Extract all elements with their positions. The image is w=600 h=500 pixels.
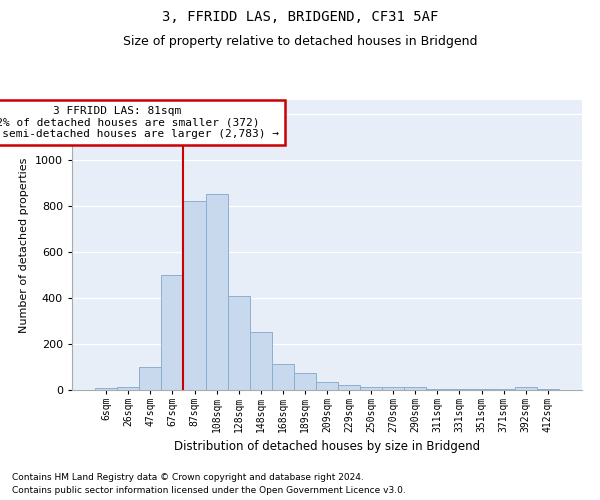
Text: 3 FFRIDD LAS: 81sqm
← 12% of detached houses are smaller (372)
87% of semi-detac: 3 FFRIDD LAS: 81sqm ← 12% of detached ho… [0,106,279,139]
Bar [470,389,493,390]
Bar [250,332,272,390]
Text: Distribution of detached houses by size in Bridgend: Distribution of detached houses by size … [174,440,480,453]
Bar [360,386,382,390]
Bar [493,389,515,390]
Text: Size of property relative to detached houses in Bridgend: Size of property relative to detached ho… [123,35,477,48]
Bar [537,389,559,390]
Bar [272,364,294,390]
Bar [161,275,184,390]
Bar [404,387,427,390]
Bar [316,382,338,390]
Text: Contains public sector information licensed under the Open Government Licence v3: Contains public sector information licen… [12,486,406,495]
Bar [427,389,448,390]
Bar [206,194,227,390]
Bar [184,202,206,390]
Bar [448,389,470,390]
Bar [139,367,161,390]
Bar [515,387,537,390]
Text: Contains HM Land Registry data © Crown copyright and database right 2024.: Contains HM Land Registry data © Crown c… [12,472,364,482]
Bar [382,387,404,390]
Bar [338,386,360,390]
Bar [117,386,139,390]
Text: 3, FFRIDD LAS, BRIDGEND, CF31 5AF: 3, FFRIDD LAS, BRIDGEND, CF31 5AF [162,10,438,24]
Bar [95,388,117,390]
Bar [227,296,250,390]
Y-axis label: Number of detached properties: Number of detached properties [19,158,29,332]
Bar [294,372,316,390]
